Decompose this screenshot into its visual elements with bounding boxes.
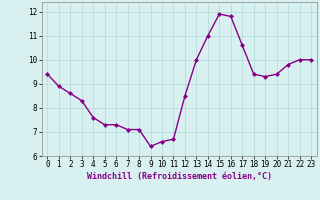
X-axis label: Windchill (Refroidissement éolien,°C): Windchill (Refroidissement éolien,°C) <box>87 172 272 181</box>
